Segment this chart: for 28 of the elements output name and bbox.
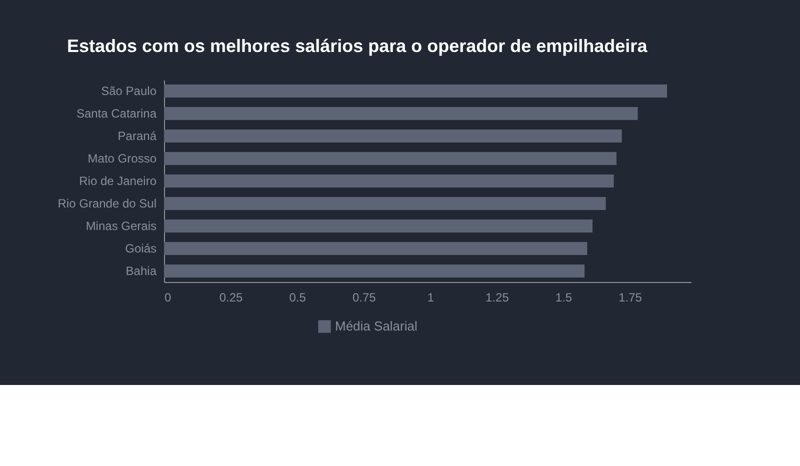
x-tick-label: 1 — [427, 290, 434, 304]
bar — [164, 129, 622, 143]
y-tick-label: Mato Grosso — [88, 152, 157, 166]
bar — [164, 106, 638, 120]
y-tick-label: Santa Catarina — [76, 106, 157, 121]
y-tick-label: Goiás — [125, 241, 156, 256]
bar — [164, 174, 614, 188]
bar — [164, 84, 668, 98]
chart-title: Estados com os melhores salários para o operador de empilhadeira — [67, 36, 648, 56]
y-tick-label: Rio de Janeiro — [79, 174, 157, 188]
bar — [164, 242, 588, 256]
bar — [164, 219, 593, 233]
x-tick-label: 0.5 — [289, 290, 306, 304]
x-tick-label: 1.75 — [618, 290, 642, 304]
legend-label: Média Salarial — [335, 318, 418, 334]
x-tick-label: 0.25 — [219, 290, 244, 304]
bar — [164, 196, 606, 210]
x-tick-label: 1.5 — [555, 290, 572, 304]
x-tick-label: 1.25 — [486, 290, 510, 304]
x-tick-label: 0 — [164, 290, 172, 304]
bar — [164, 264, 585, 278]
y-tick-label: Bahia — [126, 264, 157, 278]
bar — [164, 152, 616, 166]
y-tick-label: Rio Grande do Sul — [58, 196, 156, 210]
y-tick-label: São Paulo — [101, 84, 157, 98]
y-tick-label: Paraná — [118, 129, 157, 144]
x-tick-label: 0.75 — [352, 290, 376, 304]
y-tick-label: Minas Gerais — [86, 218, 156, 233]
